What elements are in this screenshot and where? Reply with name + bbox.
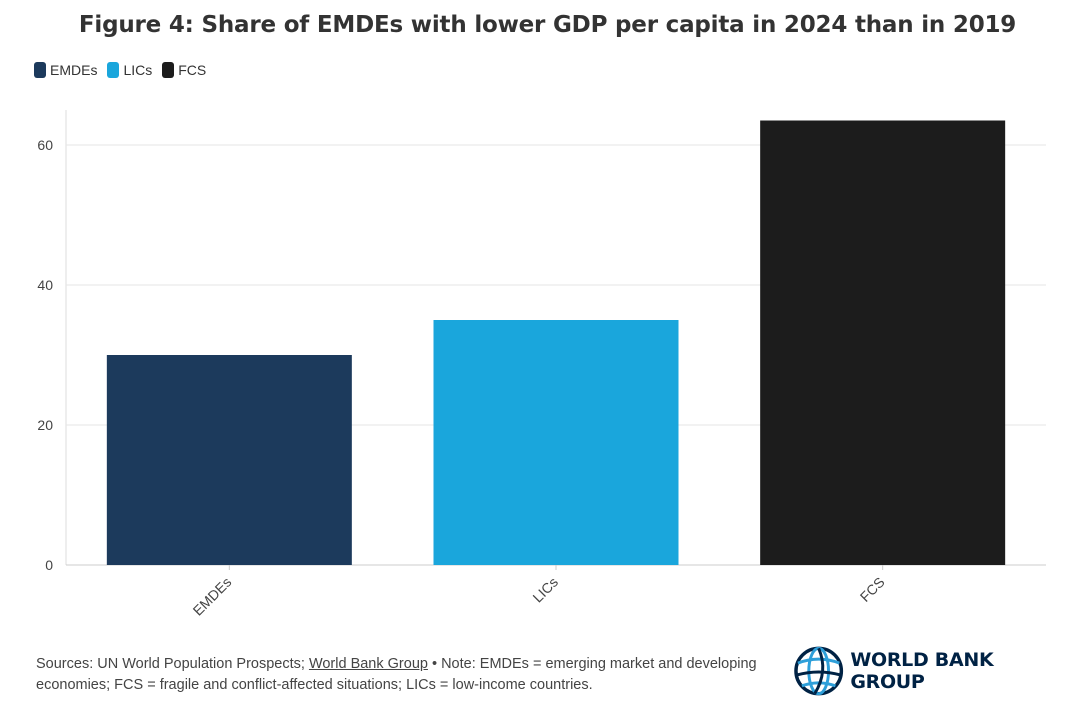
chart-title: Figure 4: Share of EMDEs with lower GDP … (78, 12, 1017, 38)
footer-note: Sources: UN World Population Prospects; … (36, 654, 766, 696)
legend-item-fcs[interactable]: FCS (162, 62, 206, 78)
bar-chart: 0 20 40 60 EMDEs LICs FCS (37, 110, 1046, 619)
legend-item-lics[interactable]: LICs (107, 62, 152, 78)
legend-swatch-emdes (34, 62, 46, 78)
chart-legend: EMDEs LICs FCS (34, 62, 216, 78)
legend-label-lics: LICs (123, 62, 153, 78)
y-tick-label: 0 (45, 557, 53, 573)
world-bank-globe-icon (794, 646, 844, 696)
legend-label-fcs: FCS (178, 62, 207, 78)
x-tick-label: EMDEs (190, 574, 235, 619)
sources-text: Sources: UN World Population Prospects; (36, 656, 309, 672)
note-text: • Note: EMDEs = emerging market and deve… (36, 656, 757, 693)
x-tick-label: LICs (529, 574, 561, 606)
bar-lics[interactable] (433, 320, 679, 565)
legend-item-emdes[interactable]: EMDEs (34, 62, 97, 78)
legend-label-emdes: EMDEs (50, 62, 98, 78)
y-tick-label: 60 (37, 137, 53, 153)
y-tick-label: 40 (37, 277, 53, 293)
logo-text: WORLD BANK GROUP (850, 649, 994, 693)
legend-swatch-lics (107, 62, 120, 78)
world-bank-group-logo[interactable]: WORLD BANK GROUP (793, 645, 1071, 697)
bar-fcs[interactable] (760, 120, 1006, 566)
sources-link[interactable]: World Bank Group (308, 656, 428, 672)
x-tick-label: FCS (857, 574, 888, 605)
legend-swatch-fcs (162, 62, 175, 78)
y-tick-label: 20 (37, 417, 53, 433)
bar-emdes[interactable] (106, 355, 352, 565)
